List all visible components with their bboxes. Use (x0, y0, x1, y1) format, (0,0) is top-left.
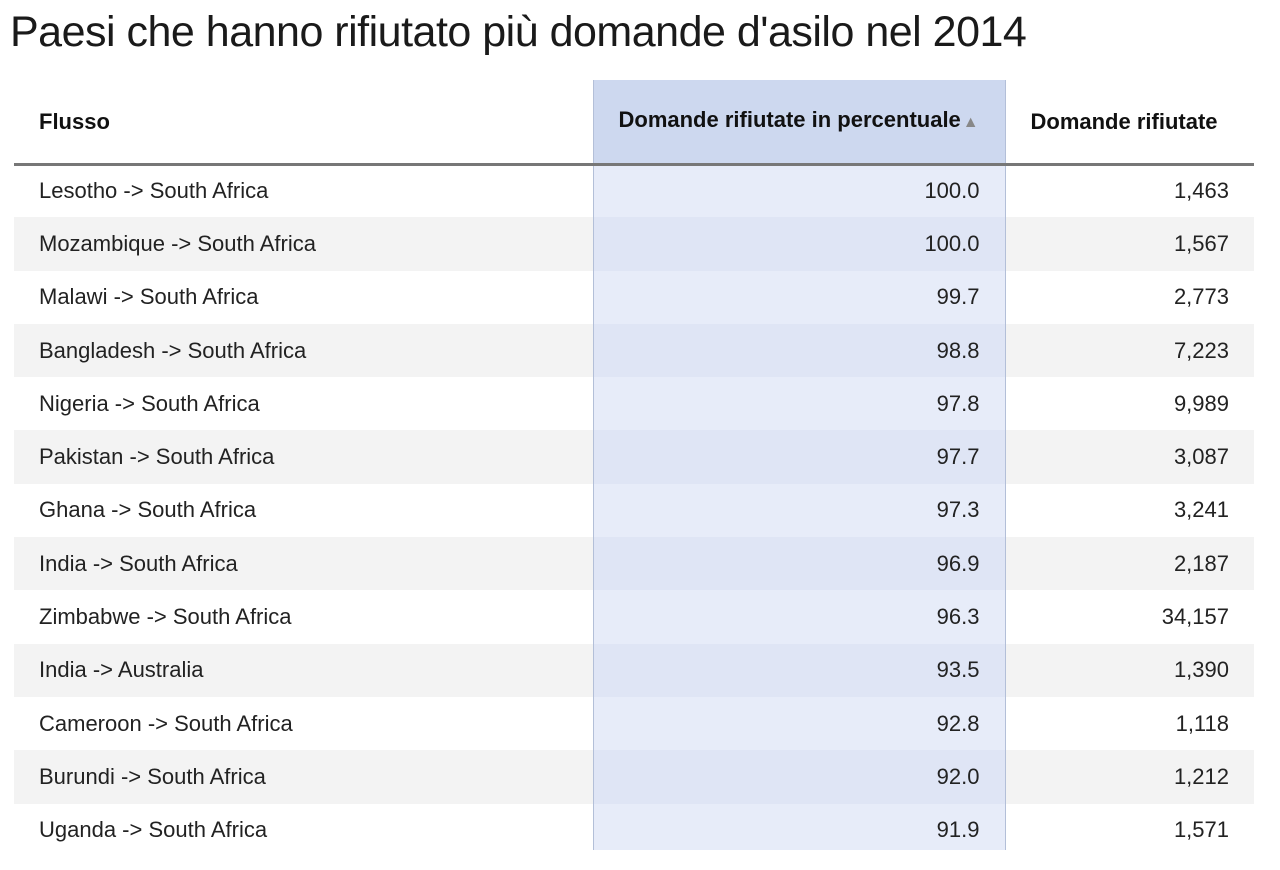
column-header-rejected-percentage-label: Domande rifiutate in percentuale (618, 107, 961, 133)
cell-flow: Uganda -> South Africa (14, 803, 593, 850)
cell-rejected-percentage: 92.8 (592, 696, 1006, 751)
cell-rejected-count: 3,087 (1005, 430, 1254, 484)
cell-rejected-percentage: 98.8 (592, 323, 1006, 378)
column-header-rejected-count-label: Domande rifiutate (1030, 108, 1218, 134)
asylum-rejections-table: Flusso Domande rifiutate in percentuale ▲… (14, 80, 1254, 850)
table-row[interactable]: India -> Australia 93.5 1,390 (14, 643, 1254, 697)
table-row[interactable]: India -> South Africa 96.9 2,187 (14, 537, 1254, 591)
cell-flow: Pakistan -> South Africa (14, 430, 593, 484)
cell-flow: Bangladesh -> South Africa (14, 323, 593, 378)
column-header-flow-label: Flusso (39, 108, 110, 134)
column-header-flow[interactable]: Flusso (14, 80, 593, 166)
cell-rejected-count: 2,773 (1005, 270, 1254, 324)
cell-rejected-percentage: 100.0 (592, 164, 1006, 218)
column-header-rejected-count[interactable]: Domande rifiutate (1005, 80, 1254, 166)
cell-rejected-count: 1,118 (1005, 696, 1254, 751)
cell-rejected-percentage: 97.8 (592, 377, 1006, 431)
column-header-rejected-percentage[interactable]: Domande rifiutate in percentuale ▲ (592, 80, 1006, 166)
cell-flow: Lesotho -> South Africa (14, 164, 593, 218)
cell-rejected-percentage: 99.7 (592, 270, 1006, 324)
table-row[interactable]: Lesotho -> South Africa 100.0 1,463 (14, 164, 1254, 218)
cell-rejected-percentage: 97.7 (592, 430, 1006, 484)
cell-flow: Mozambique -> South Africa (14, 217, 593, 271)
table-row[interactable]: Zimbabwe -> South Africa 96.3 34,157 (14, 590, 1254, 644)
table-header-row: Flusso Domande rifiutate in percentuale ▲… (14, 80, 1254, 166)
cell-rejected-count: 1,390 (1005, 643, 1254, 697)
cell-rejected-percentage: 93.5 (592, 643, 1006, 697)
cell-flow: Zimbabwe -> South Africa (14, 590, 593, 644)
cell-flow: Ghana -> South Africa (14, 483, 593, 538)
cell-flow: India -> Australia (14, 643, 593, 697)
table-row[interactable]: Uganda -> South Africa 91.9 1,571 (14, 803, 1254, 850)
cell-rejected-count: 9,989 (1005, 377, 1254, 431)
cell-flow: India -> South Africa (14, 537, 593, 591)
table-row[interactable]: Pakistan -> South Africa 97.7 3,087 (14, 430, 1254, 484)
cell-rejected-percentage: 97.3 (592, 483, 1006, 538)
sort-ascending-icon: ▲ (962, 114, 979, 132)
cell-flow: Burundi -> South Africa (14, 750, 593, 804)
table-row[interactable]: Malawi -> South Africa 99.7 2,773 (14, 270, 1254, 324)
cell-rejected-count: 1,463 (1005, 164, 1254, 218)
data-table-container[interactable]: Flusso Domande rifiutate in percentuale ▲… (14, 80, 1254, 850)
cell-rejected-count: 34,157 (1005, 590, 1254, 644)
cell-rejected-count: 1,212 (1005, 750, 1254, 804)
table-row[interactable]: Bangladesh -> South Africa 98.8 7,223 (14, 323, 1254, 378)
table-row[interactable]: Burundi -> South Africa 92.0 1,212 (14, 750, 1254, 804)
cell-rejected-count: 2,187 (1005, 537, 1254, 591)
cell-rejected-percentage: 91.9 (592, 803, 1006, 850)
cell-rejected-count: 3,241 (1005, 483, 1254, 538)
page-title: Paesi che hanno rifiutato più domande d'… (10, 8, 1027, 56)
cell-rejected-percentage: 92.0 (592, 750, 1006, 804)
table-body: Lesotho -> South Africa 100.0 1,463 Mozambi… (14, 164, 1254, 850)
cell-rejected-count: 1,567 (1005, 217, 1254, 271)
table-row[interactable]: Mozambique -> South Africa 100.0 1,567 (14, 217, 1254, 271)
table-row[interactable]: Cameroon -> South Africa 92.8 1,118 (14, 696, 1254, 751)
cell-rejected-count: 7,223 (1005, 323, 1254, 378)
cell-flow: Cameroon -> South Africa (14, 696, 593, 751)
table-row[interactable]: Nigeria -> South Africa 97.8 9,989 (14, 377, 1254, 431)
cell-rejected-percentage: 96.9 (592, 537, 1006, 591)
cell-rejected-percentage: 96.3 (592, 590, 1006, 644)
cell-flow: Malawi -> South Africa (14, 270, 593, 324)
cell-rejected-count: 1,571 (1005, 803, 1254, 850)
cell-flow: Nigeria -> South Africa (14, 377, 593, 431)
cell-rejected-percentage: 100.0 (592, 217, 1006, 271)
table-row[interactable]: Ghana -> South Africa 97.3 3,241 (14, 483, 1254, 538)
